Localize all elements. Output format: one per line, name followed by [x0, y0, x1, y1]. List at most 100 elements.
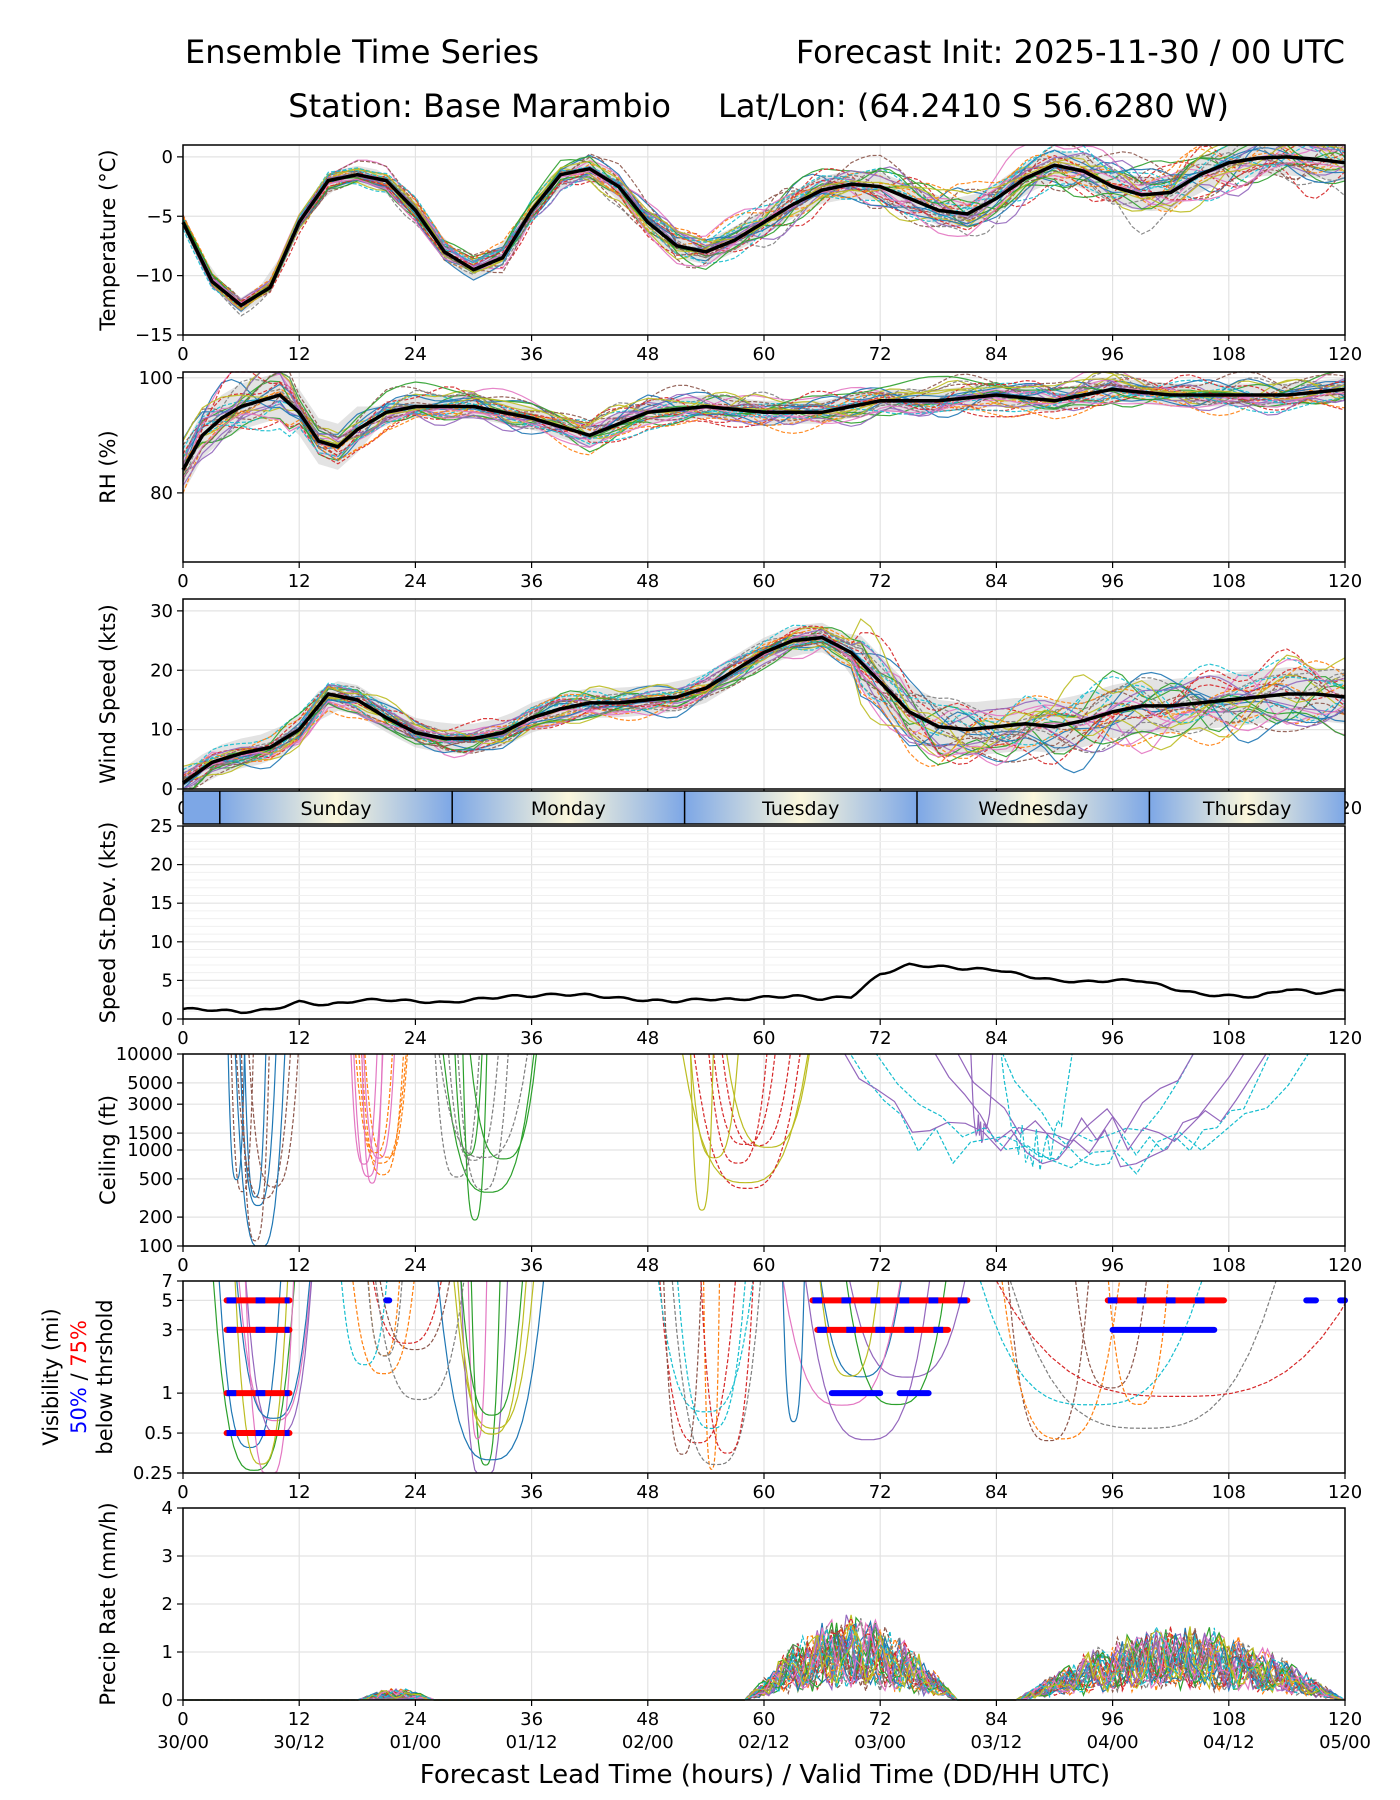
ensemble-mean-line — [181, 387, 1346, 471]
day-label-sunday: Sunday — [300, 798, 371, 820]
ceiling-member-line — [713, 1054, 776, 1146]
pct75-label: 75% — [67, 1320, 91, 1367]
x-tick-label: 36 — [520, 1028, 543, 1049]
pct-sep: / — [67, 1367, 91, 1387]
x-tick-label: 12 — [288, 344, 311, 365]
visibility-member-line — [372, 1281, 442, 1344]
y-tick-label: 3 — [162, 1320, 173, 1341]
x-tick-label: 0 — [177, 571, 188, 592]
x-tick-label: 108 — [1212, 344, 1246, 365]
visibility-member-line — [820, 1281, 902, 1378]
visibility-member-line — [700, 1281, 754, 1454]
x-tick-label: 96 — [1101, 1709, 1124, 1730]
ensemble-mean-line — [181, 635, 1346, 785]
ceiling-member-line — [721, 1054, 791, 1147]
y-tick-label: 5 — [162, 970, 173, 991]
x-tick-label: 84 — [985, 1028, 1008, 1049]
member-line — [182, 383, 1346, 486]
x-tick-label: 60 — [753, 1028, 776, 1049]
valid-time-label: 04/00 — [1087, 1732, 1139, 1753]
y-tick-label: 0 — [162, 1009, 173, 1030]
x-tick-label: 24 — [404, 571, 427, 592]
x-tick-label: 72 — [869, 344, 892, 365]
member-line — [182, 371, 1345, 477]
ceiling-member-line — [248, 1054, 299, 1188]
visibility-ylabel-main: Visibility (mi) — [39, 1308, 63, 1445]
y-tick-label: 100 — [139, 368, 173, 389]
visibility-ylabel: Visibility (mi) 50% / 75% below thrshold — [39, 1299, 117, 1454]
x-tick-label: 84 — [985, 1482, 1008, 1503]
ceiling-member-line — [462, 1054, 488, 1221]
ceiling-member-line — [235, 1054, 291, 1200]
x-tick-label: 24 — [404, 1482, 427, 1503]
ceiling-member-line — [682, 1054, 809, 1184]
visibility-member-line — [663, 1281, 702, 1455]
y-tick-label: 80 — [150, 483, 173, 504]
visibility-member-line — [352, 1281, 415, 1375]
x-tick-label: 96 — [1101, 344, 1124, 365]
visibility-member-line — [367, 1281, 403, 1357]
ceiling-member-line — [454, 1054, 483, 1156]
ceiling-member-line — [230, 1054, 254, 1193]
valid-time-label: 01/12 — [506, 1732, 558, 1753]
ceiling-member-line — [1000, 1054, 1272, 1167]
x-tick-label: 24 — [404, 1255, 427, 1276]
visibility-member-line — [819, 1281, 880, 1377]
ceiling-member-line — [469, 1054, 537, 1160]
x-tick-label: 36 — [520, 1255, 543, 1276]
ceiling-member-line — [363, 1054, 395, 1159]
x-tick-label: 72 — [869, 571, 892, 592]
ceiling-member-line — [457, 1054, 509, 1191]
member-line — [182, 144, 1346, 306]
visibility-member-line — [437, 1281, 545, 1461]
x-tick-label: 120 — [1328, 1482, 1362, 1503]
visibility-ylabel-pct: 50% / 75% — [67, 1320, 91, 1434]
x-tick-label: 96 — [1101, 1255, 1124, 1276]
speed-stdev-ylabel: Speed St.Dev. (kts) — [96, 822, 120, 1024]
x-tick-label: 120 — [1328, 1028, 1362, 1049]
ceiling-member-line — [239, 1054, 277, 1207]
wind-speed-ylabel: Wind Speed (kts) — [96, 604, 120, 784]
day-band-segment — [219, 791, 453, 824]
x-tick-label: 24 — [404, 344, 427, 365]
x-tick-label: 0 — [177, 1028, 188, 1049]
x-tick-label: 0 — [177, 1482, 188, 1503]
figure-title: Ensemble Time Series — [185, 33, 539, 71]
ceiling-member-line — [693, 1054, 801, 1190]
visibility-member-line — [1007, 1281, 1090, 1442]
valid-time-label: 30/12 — [273, 1732, 325, 1753]
ceiling-member-line — [240, 1054, 270, 1242]
visibility-member-line — [367, 1281, 401, 1357]
ceiling-member-line — [350, 1054, 378, 1165]
x-tick-label: 120 — [1328, 1709, 1362, 1730]
x-tick-label: 72 — [869, 1255, 892, 1276]
member-line — [182, 371, 1346, 474]
day-label-tuesday: Tuesday — [761, 798, 839, 820]
visibility-member-line — [457, 1281, 527, 1435]
x-tick-label: 36 — [520, 571, 543, 592]
member-line — [182, 386, 1346, 465]
visibility-member-line — [467, 1281, 488, 1440]
member-line — [182, 144, 1345, 304]
member-line — [182, 389, 1346, 473]
y-tick-label: 100 — [139, 1236, 173, 1257]
x-tick-label: 96 — [1101, 1028, 1124, 1049]
ceiling-member-line — [244, 1054, 267, 1198]
member-line — [182, 625, 1346, 784]
visibility-member-line — [1001, 1281, 1121, 1440]
member-line — [182, 635, 1346, 790]
day-band-segment — [452, 791, 685, 824]
x-tick-label: 48 — [636, 1709, 659, 1730]
pct50-label: 50% — [67, 1387, 91, 1434]
station-name: Station: Base Marambio — [288, 87, 671, 125]
y-tick-label: 4 — [162, 1498, 173, 1519]
x-tick-label: 0 — [177, 344, 188, 365]
y-tick-label: 2 — [162, 1594, 173, 1615]
ceiling-member-line — [361, 1054, 383, 1184]
y-tick-label: −15 — [135, 325, 173, 346]
valid-time-label: 03/12 — [970, 1732, 1022, 1753]
member-line — [182, 371, 1346, 446]
panel-visibility: 0.25 0.5 1 3 57 Visibility (mi) 50% / 75% below… — [39, 1271, 1362, 1503]
visibility-member-line — [460, 1281, 524, 1416]
ceiling-member-line — [448, 1054, 499, 1162]
